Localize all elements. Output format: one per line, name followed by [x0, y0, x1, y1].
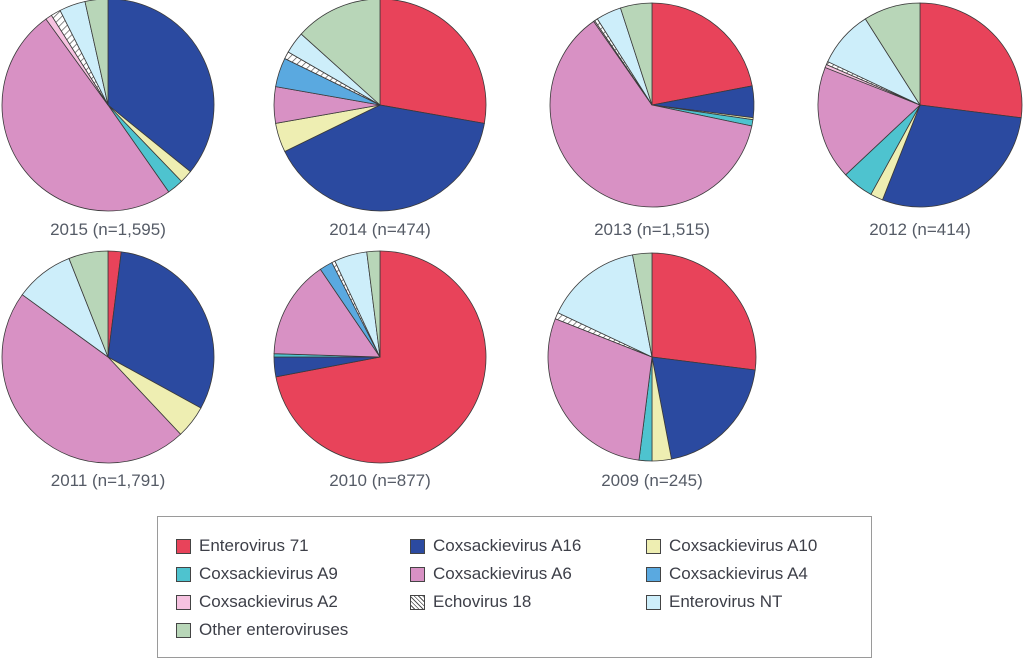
legend-item-coxsackievirus-a16: Coxsackievirus A16 — [410, 535, 581, 557]
pie-slice-enterovirus-71 — [651, 252, 757, 371]
pie-2014: 2014 (n=474) — [273, 0, 487, 239]
pie-slice-coxsackievirus-a16 — [107, 0, 215, 173]
legend-label: Enterovirus NT — [669, 592, 783, 611]
pie-slice-coxsackievirus-a16 — [651, 356, 756, 460]
pie-2013: 2013 (n=1,515) — [549, 2, 755, 239]
pie-slice-coxsackievirus-a16 — [284, 104, 485, 212]
pie-slice-coxsackievirus-a6 — [817, 66, 921, 176]
legend-swatch — [176, 594, 191, 610]
legend-item-coxsackievirus-a9: Coxsackievirus A9 — [176, 563, 338, 585]
pie-slice-coxsackievirus-a6 — [547, 318, 653, 461]
legend-swatch — [176, 538, 191, 554]
legend-label: Enterovirus 71 — [199, 536, 309, 555]
legend-item-coxsackievirus-a2: Coxsackievirus A2 — [176, 591, 338, 613]
pie-slice-coxsackievirus-a6 — [1, 18, 170, 212]
pie-slice-other-enteroviruses — [68, 250, 109, 358]
legend-swatch — [646, 566, 661, 582]
pie-slice-other-enteroviruses — [84, 0, 109, 106]
legend-label: Echovirus 18 — [433, 592, 532, 611]
pie-2015: 2015 (n=1,595) — [1, 0, 215, 239]
legend-swatch — [646, 538, 661, 554]
pie-caption: 2014 (n=474) — [329, 220, 431, 239]
legend-label: Coxsackievirus A4 — [669, 564, 808, 583]
pie-slice-other-enteroviruses — [632, 252, 653, 358]
pie-caption: 2013 (n=1,515) — [594, 220, 710, 239]
legend: Enterovirus 71 Coxsackievirus A16 Coxsacki… — [157, 516, 872, 658]
pie-slice-enterovirus-71 — [275, 250, 487, 464]
pie-slice-coxsackievirus-a16 — [107, 251, 215, 409]
pie-2012: 2012 (n=414) — [817, 2, 1023, 239]
pie-slice-enterovirus-71 — [651, 2, 753, 106]
pie-slice-other-enteroviruses — [366, 250, 381, 358]
pie-slice-coxsackievirus-a6 — [1, 294, 182, 464]
pie-slice-other-enteroviruses — [300, 0, 381, 106]
legend-item-coxsackievirus-a6: Coxsackievirus A6 — [410, 563, 572, 585]
legend-label: Coxsackievirus A6 — [433, 564, 572, 583]
legend-swatch — [176, 622, 191, 638]
pie-slice-other-enteroviruses — [619, 2, 653, 106]
pie-caption: 2010 (n=877) — [329, 471, 431, 490]
legend-item-coxsackievirus-a4: Coxsackievirus A4 — [646, 563, 808, 585]
pie-slice-enterovirus-71 — [919, 2, 1023, 119]
legend-swatch — [646, 594, 661, 610]
legend-item-enterovirus-71: Enterovirus 71 — [176, 535, 309, 557]
legend-label: Other enteroviruses — [199, 620, 349, 639]
pie-2011: 2011 (n=1,791) — [1, 250, 215, 490]
pie-slice-enterovirus-71 — [379, 0, 487, 124]
legend-item-enterovirus-nt: Enterovirus NT — [646, 591, 782, 613]
pie-slice-enterovirus-nt — [557, 254, 653, 358]
pie-2009: 2009 (n=245) — [547, 252, 757, 490]
pie-caption: 2009 (n=245) — [601, 471, 703, 490]
legend-swatch — [410, 566, 425, 582]
pie-caption: 2012 (n=414) — [869, 220, 971, 239]
legend-label: Coxsackievirus A16 — [433, 536, 582, 555]
legend-label: Coxsackievirus A10 — [669, 536, 818, 555]
pie-slice-coxsackievirus-a6 — [273, 268, 381, 358]
pie-slice-other-enteroviruses — [864, 2, 921, 107]
legend-swatch — [410, 594, 425, 610]
pie-caption: 2015 (n=1,595) — [50, 220, 166, 239]
legend-swatch — [176, 566, 191, 582]
pie-slice-coxsackievirus-a16 — [881, 104, 1022, 208]
legend-item-echovirus-18: Echovirus 18 — [410, 591, 531, 613]
legend-swatch — [410, 538, 425, 554]
pie-2010: 2010 (n=877) — [273, 250, 487, 490]
legend-item-coxsackievirus-a10: Coxsackievirus A10 — [646, 535, 817, 557]
legend-label: Coxsackievirus A2 — [199, 592, 338, 611]
legend-item-other-enteroviruses: Other enteroviruses — [176, 619, 348, 641]
pie-slice-coxsackievirus-a6 — [549, 20, 753, 208]
legend-label: Coxsackievirus A9 — [199, 564, 338, 583]
pie-caption: 2011 (n=1,791) — [51, 471, 166, 490]
